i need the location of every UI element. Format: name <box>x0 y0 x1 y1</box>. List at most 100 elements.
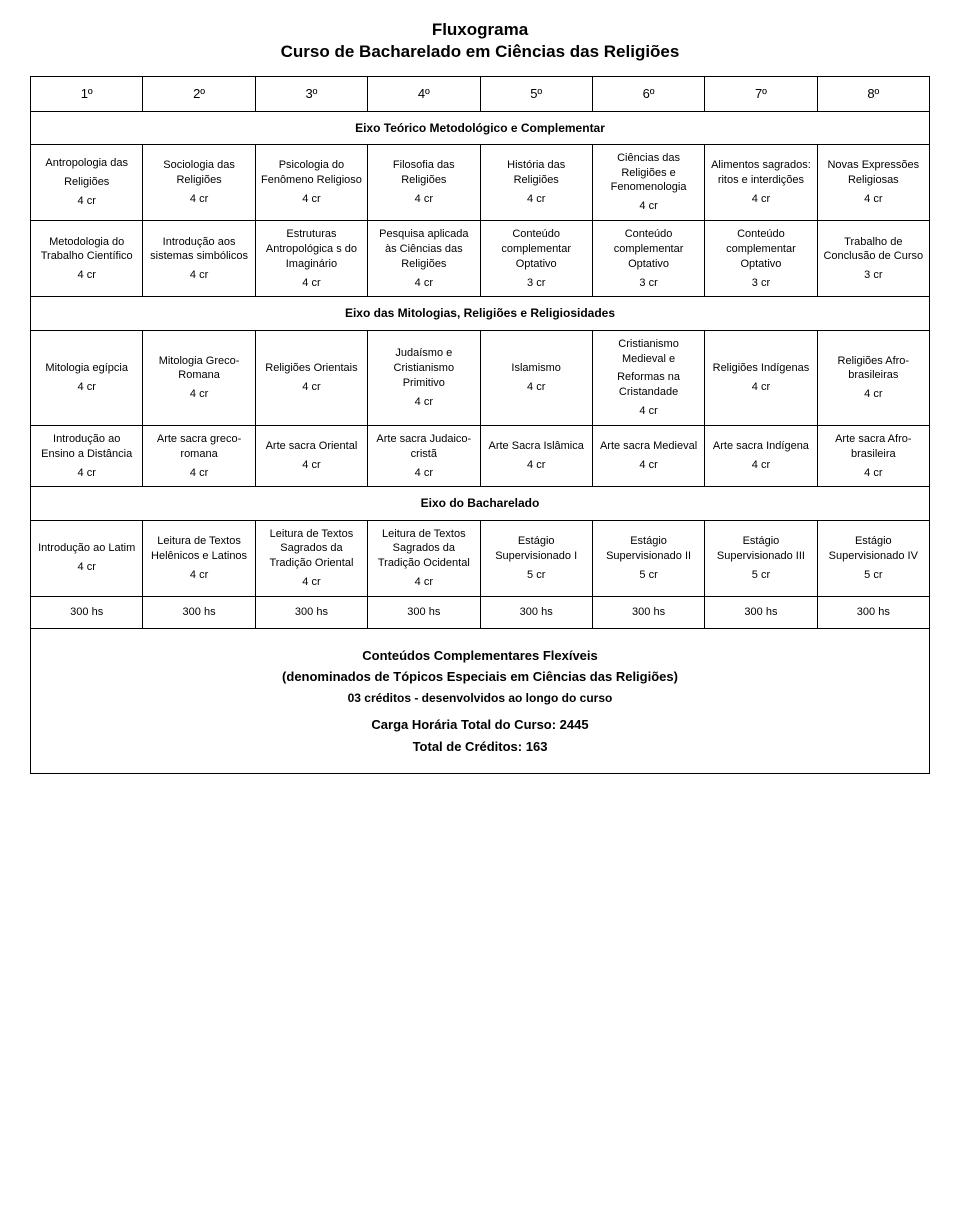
course-cell: Leitura de Textos Sagrados da Tradição O… <box>368 520 480 596</box>
course-cell: Leitura de Textos Helênicos e Latinos 4 c… <box>143 520 255 596</box>
course-label: Mitologia Greco-Romana <box>147 354 250 384</box>
course-credits: 4 cr <box>35 194 138 209</box>
course-credits: 4 cr <box>147 568 250 583</box>
course-cell: Mitologia egípcia4 cr <box>31 330 143 425</box>
course-credits: 4 cr <box>260 192 363 207</box>
course-credits: 4 cr <box>709 458 812 473</box>
course-cell: Religiões Indígenas 4 cr <box>705 330 817 425</box>
sem-col: 6º <box>592 77 704 112</box>
course-label: Leitura de Textos Helênicos e Latinos <box>147 534 250 564</box>
hours-row: 300 hs 300 hs 300 hs 300 hs 300 hs 300 h… <box>31 596 930 628</box>
course-cell: Trabalho de Conclusão de Curso 3 cr <box>817 221 929 297</box>
course-credits: 4 cr <box>485 458 588 473</box>
course-cell: Religiões Orientais4 cr <box>255 330 367 425</box>
course-credits: 4 cr <box>372 466 475 481</box>
course-cell: Judaísmo e Cristianismo Primitivo4 cr <box>368 330 480 425</box>
course-row: Introdução ao Ensino a Distância4 cr Art… <box>31 425 930 487</box>
sem-col: 2º <box>143 77 255 112</box>
course-credits: 4 cr <box>147 192 250 207</box>
hours-cell: 300 hs <box>480 596 592 628</box>
course-label: Religiões Orientais <box>260 361 363 376</box>
sem-col: 5º <box>480 77 592 112</box>
course-label: Metodologia do Trabalho Científico <box>35 235 138 265</box>
semester-header-row: 1º 2º 3º 4º 5º 6º 7º 8º <box>31 77 930 112</box>
axis-row-2: Eixo das Mitologias, Religiões e Religio… <box>31 297 930 330</box>
course-label: Estágio Supervisionado I <box>485 534 588 564</box>
footer-cell: Conteúdos Complementares Flexíveis (deno… <box>31 628 930 773</box>
course-credits: 4 cr <box>372 395 475 410</box>
hours-cell: 300 hs <box>817 596 929 628</box>
course-label: Trabalho de Conclusão de Curso <box>822 235 925 265</box>
course-cell: Estágio Supervisionado II 5 cr <box>592 520 704 596</box>
sem-col: 8º <box>817 77 929 112</box>
course-label: Ciências das Religiões e Fenomenologia <box>597 151 700 196</box>
course-label: Arte sacra Medieval <box>597 439 700 454</box>
course-cell: Antropologia das Religiões 4 cr <box>31 144 143 220</box>
hours-cell: 300 hs <box>255 596 367 628</box>
footer-row: Conteúdos Complementares Flexíveis (deno… <box>31 628 930 773</box>
course-row: Metodologia do Trabalho Científico4 cr I… <box>31 221 930 297</box>
course-credits: 4 cr <box>822 466 925 481</box>
course-label: Cristianismo Medieval e <box>597 337 700 367</box>
course-label: Religiões <box>35 175 138 190</box>
course-cell: Arte sacra Afro-brasileira4 cr <box>817 425 929 487</box>
hours-cell: 300 hs <box>143 596 255 628</box>
course-credits: 4 cr <box>147 268 250 283</box>
course-cell: Novas Expressões Religiosas4 cr <box>817 144 929 220</box>
course-credits: 4 cr <box>147 387 250 402</box>
course-label: Religiões Indígenas <box>709 361 812 376</box>
course-row: Mitologia egípcia4 cr Mitologia Greco-Ro… <box>31 330 930 425</box>
course-credits: 3 cr <box>709 276 812 291</box>
course-label: Introdução ao Ensino a Distância <box>35 432 138 462</box>
course-cell: Arte sacra Medieval4 cr <box>592 425 704 487</box>
course-cell: Islamismo4 cr <box>480 330 592 425</box>
course-cell: Filosofia das Religiões4 cr <box>368 144 480 220</box>
course-row: Introdução ao Latim 4 cr Leitura de Texto… <box>31 520 930 596</box>
axis-row-3: Eixo do Bacharelado <box>31 487 930 520</box>
course-label: Reformas na Cristandade <box>597 370 700 400</box>
course-label: Estágio Supervisionado IV <box>822 534 925 564</box>
hours-cell: 300 hs <box>31 596 143 628</box>
sem-col: 7º <box>705 77 817 112</box>
course-cell: Psicologia do Fenômeno Religioso 4 cr <box>255 144 367 220</box>
course-credits: 4 cr <box>485 192 588 207</box>
course-label: História das Religiões <box>485 158 588 188</box>
course-credits: 3 cr <box>822 268 925 283</box>
course-label: Leitura de Textos Sagrados da Tradição O… <box>372 527 475 572</box>
course-cell: Mitologia Greco-Romana 4 cr <box>143 330 255 425</box>
course-cell: Alimentos sagrados: ritos e interdições4… <box>705 144 817 220</box>
course-cell: Introdução ao Latim 4 cr <box>31 520 143 596</box>
course-credits: 4 cr <box>597 199 700 214</box>
course-credits: 4 cr <box>709 380 812 395</box>
course-credits: 5 cr <box>597 568 700 583</box>
footer-line: Total de Créditos: 163 <box>39 738 921 756</box>
course-label: Arte Sacra Islâmica <box>485 439 588 454</box>
course-label: Islamismo <box>485 361 588 376</box>
course-credits: 4 cr <box>35 560 138 575</box>
course-label: Estágio Supervisionado III <box>709 534 812 564</box>
footer-line: 03 créditos - desenvolvidos ao longo do … <box>39 690 921 706</box>
course-row: Antropologia das Religiões 4 cr Sociologia… <box>31 144 930 220</box>
course-label: Psicologia do Fenômeno Religioso <box>260 158 363 188</box>
course-cell: Introdução ao Ensino a Distância4 cr <box>31 425 143 487</box>
course-cell: Arte sacra Judaico-cristã4 cr <box>368 425 480 487</box>
course-label: Introdução ao Latim <box>35 541 138 556</box>
course-label: Pesquisa aplicada às Ciências das Religi… <box>372 227 475 272</box>
course-label: Antropologia das <box>35 156 138 171</box>
course-credits: 4 cr <box>372 192 475 207</box>
course-label: Novas Expressões Religiosas <box>822 158 925 188</box>
footer-line: Conteúdos Complementares Flexíveis <box>39 647 921 665</box>
course-label: Leitura de Textos Sagrados da Tradição O… <box>260 527 363 572</box>
course-label: Estágio Supervisionado II <box>597 534 700 564</box>
course-cell: Religiões Afro-brasileiras4 cr <box>817 330 929 425</box>
course-label: Sociologia das Religiões <box>147 158 250 188</box>
course-cell: Estágio Supervisionado IV5 cr <box>817 520 929 596</box>
course-cell: Conteúdo complementar Optativo3 cr <box>592 221 704 297</box>
course-credits: 4 cr <box>822 387 925 402</box>
course-cell: Cristianismo Medieval eReformas na Crist… <box>592 330 704 425</box>
course-cell: Conteúdo complementar Optativo3 cr <box>480 221 592 297</box>
course-label: Alimentos sagrados: ritos e interdições <box>709 158 812 188</box>
course-cell: Conteúdo complementar Optativo3 cr <box>705 221 817 297</box>
course-label: Arte sacra Oriental <box>260 439 363 454</box>
course-cell: Estágio Supervisionado I5 cr <box>480 520 592 596</box>
